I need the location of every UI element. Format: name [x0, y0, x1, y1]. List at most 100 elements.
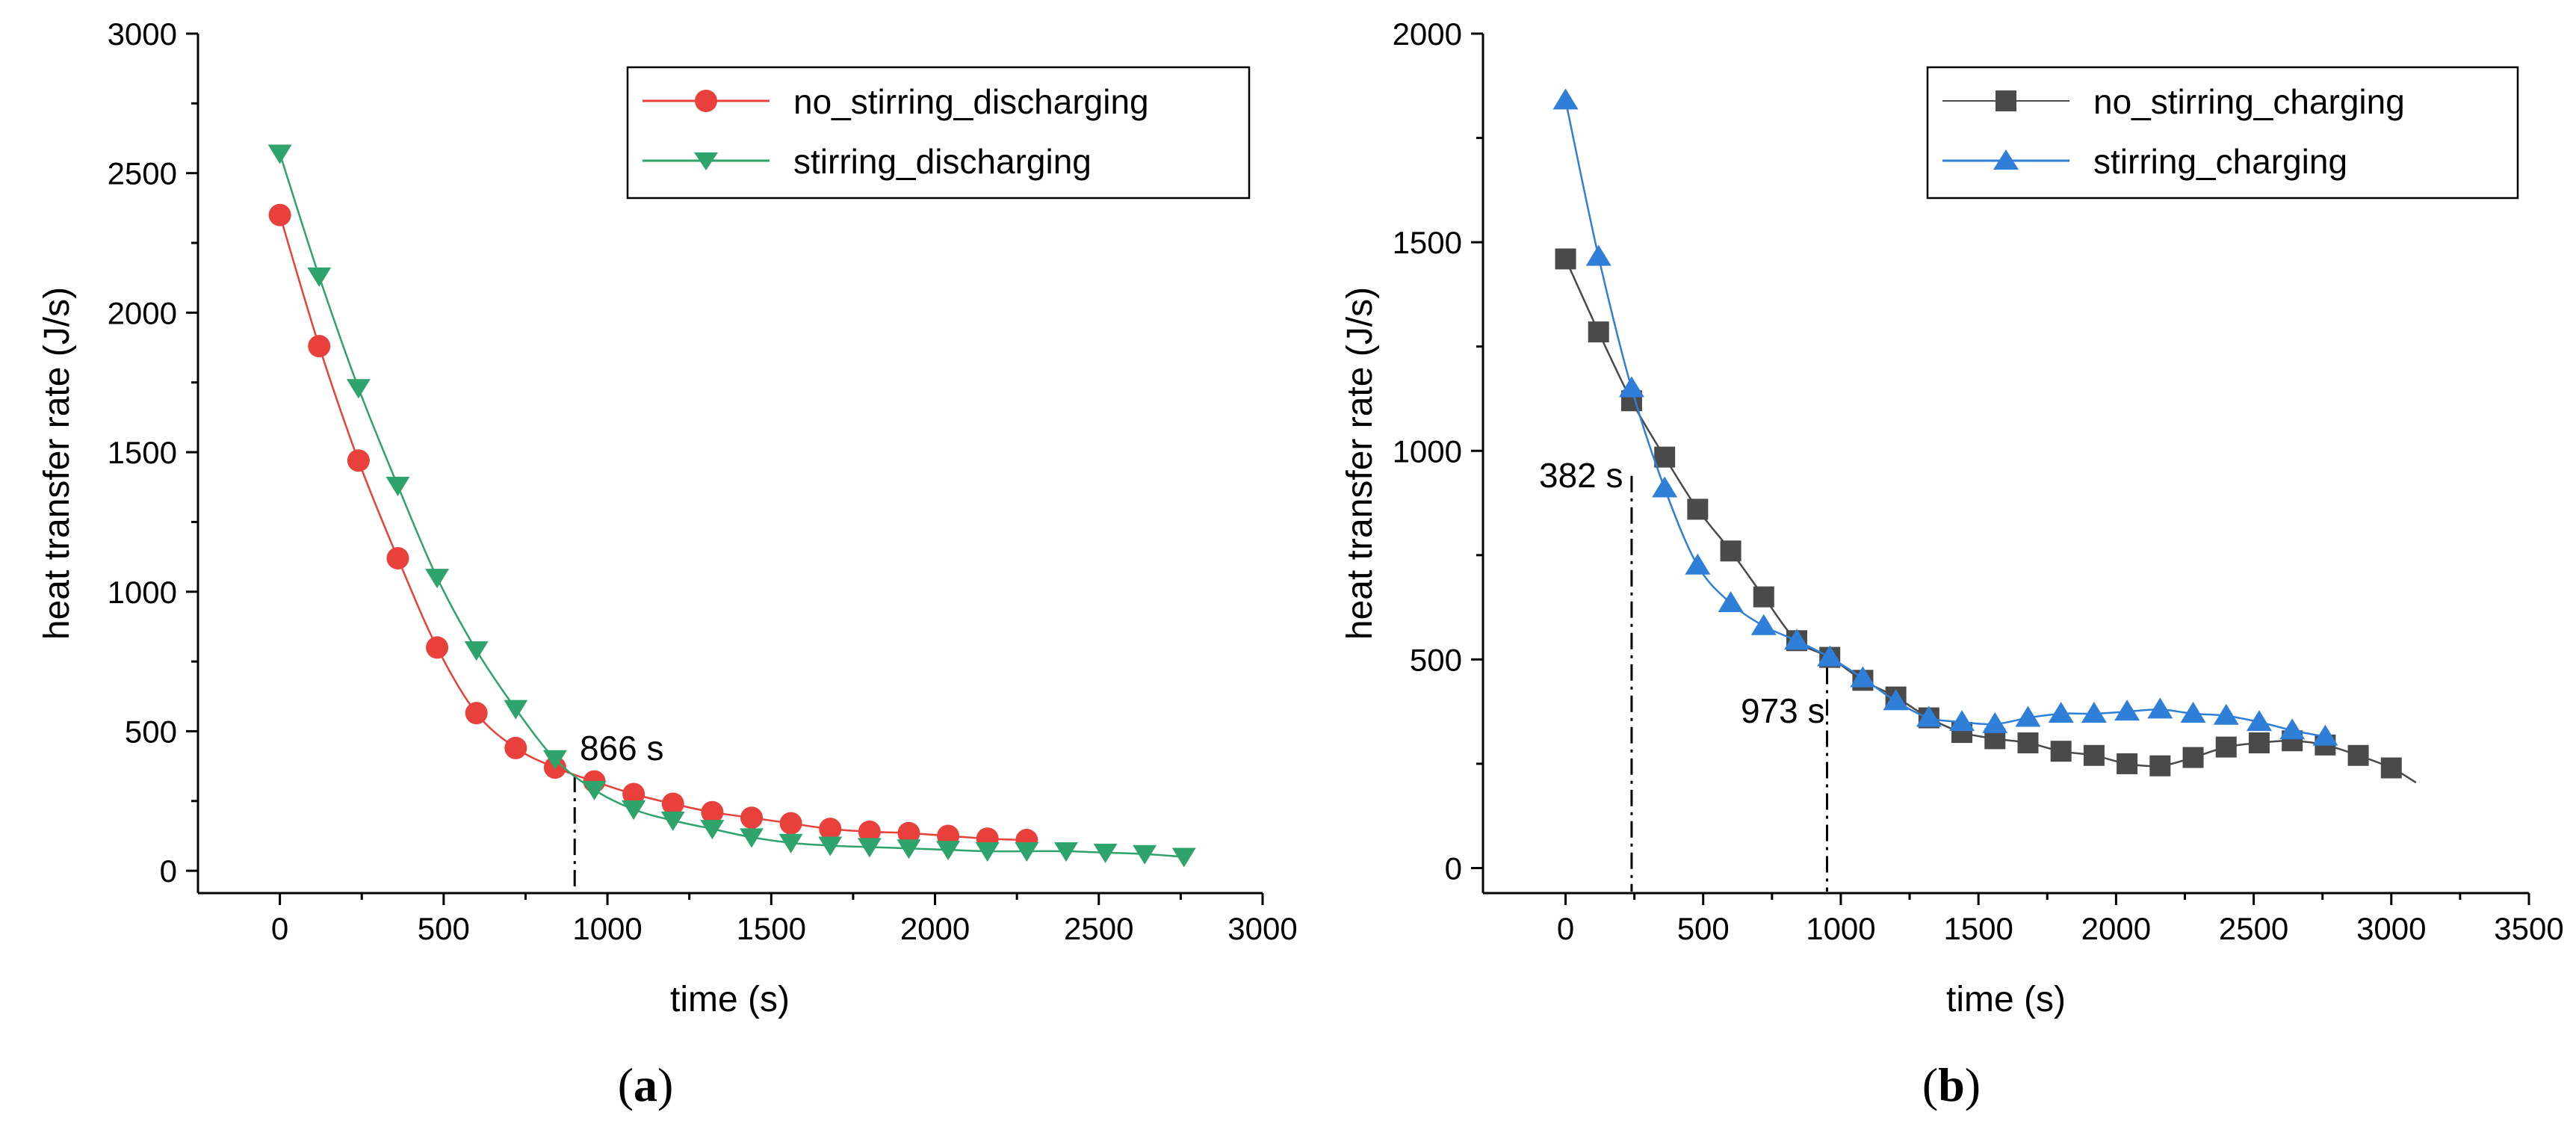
data-point-stirring-discharging-2160: [975, 842, 1000, 862]
legend-marker-stirring-discharging: [694, 152, 718, 170]
y-tick-label-1000: 1000: [108, 575, 177, 610]
data-point-stirring-charging-1800: [2048, 701, 2074, 723]
plot-area-b: [1552, 88, 2417, 892]
data-point-stirring-discharging-1080: [622, 800, 646, 820]
legend-marker-stirring-charging: [1993, 149, 2019, 170]
data-point-stirring-charging-0: [1552, 88, 1579, 110]
data-point-stirring-discharging-1440: [740, 828, 764, 848]
legend-label-no-stirring-charging: no_stirring_charging: [2093, 82, 2405, 121]
data-point-stirring-discharging-1200: [660, 811, 685, 831]
data-point-stirring-discharging-1320: [700, 820, 725, 840]
y-ticks-a: 0 500 1000 1500 2000 2500 3000: [108, 16, 198, 889]
x-tick-label-2000: 2000: [900, 911, 970, 946]
data-point-stirring-discharging-720: [504, 700, 528, 720]
annotation-382s: 382 s: [1539, 456, 1623, 495]
y-tick-label-500: 500: [125, 714, 177, 749]
legend-marker-no-stirring-charging: [1996, 90, 2016, 111]
x-tick-label-2000: 2000: [2081, 911, 2151, 946]
data-point-stirring-charging-2400: [2213, 703, 2239, 725]
data-point-stirring-charging-1320: [1916, 706, 1942, 727]
x-tick-label-500: 500: [418, 911, 470, 946]
series-line-stirring-discharging: [279, 153, 1184, 858]
axes-a: [196, 34, 1263, 895]
data-point-no-stirring-charging-2400: [2215, 736, 2237, 758]
data-point-stirring-charging-2520: [2246, 710, 2272, 732]
y-ticks-b: 0 500 1000 1500 2000: [1393, 16, 1483, 886]
data-point-stirring-discharging-1800: [857, 838, 882, 858]
legend-item-stirring-discharging: stirring_discharging: [643, 142, 1092, 181]
chart-panel-b: 0 500 1000 1500 2000 2500 3000 3500 0 500 1000 150…: [1340, 16, 2564, 1111]
panel-label-a: (a): [618, 1058, 674, 1111]
x-tick-label-0: 0: [1557, 911, 1574, 946]
data-point-stirring-discharging-1920: [897, 839, 921, 859]
data-point-stirring-discharging-1680: [818, 836, 843, 856]
legend-item-stirring-charging: stirring_charging: [1942, 142, 2347, 181]
data-point-no-stirring-charging-2280: [2182, 747, 2204, 768]
data-point-stirring-discharging-600: [464, 641, 489, 661]
y-tick-label-2000: 2000: [108, 295, 177, 330]
x-tick-label-1000: 1000: [572, 911, 642, 946]
plot-area-a: [267, 144, 1196, 892]
x-tick-label-500: 500: [1677, 911, 1730, 946]
data-point-stirring-discharging-2760: [1171, 848, 1196, 868]
legend-item-no-stirring-charging: no_stirring_charging: [1942, 82, 2405, 121]
data-point-no-stirring-discharging-1440: [740, 806, 763, 830]
data-point-no-stirring-charging-720: [1753, 586, 1774, 608]
x-tick-label-3000: 3000: [1227, 911, 1297, 946]
data-point-stirring-charging-120: [1585, 244, 1611, 266]
data-point-stirring-discharging-120: [307, 267, 332, 287]
y-axis-title-a: heat transfer rate (J/s): [37, 287, 77, 640]
data-point-no-stirring-charging-2040: [2117, 753, 2138, 774]
legend-marker-no-stirring-discharging: [695, 90, 717, 112]
data-point-stirring-charging-1680: [2015, 706, 2041, 727]
y-tick-label-2500: 2500: [108, 156, 177, 191]
x-tick-label-3500: 3500: [2494, 911, 2563, 946]
y-tick-label-500: 500: [1410, 642, 1462, 677]
x-tick-label-2500: 2500: [2219, 911, 2288, 946]
series-line-no-stirring-charging: [1564, 258, 2417, 784]
x-axis-title-a: time (s): [670, 980, 790, 1019]
y-tick-label-3000: 3000: [108, 16, 177, 52]
y-tick-label-1000: 1000: [1393, 433, 1462, 469]
legend-a: no_stirring_discharging stirring_dischar…: [626, 66, 1251, 200]
data-point-no-stirring-discharging-1080: [622, 782, 645, 806]
data-point-no-stirring-discharging-360: [386, 546, 409, 569]
data-point-no-stirring-discharging-600: [465, 702, 488, 725]
annotation-973s: 973 s: [1741, 691, 1825, 730]
series-markers-stirring-discharging: [267, 144, 1196, 868]
data-point-no-stirring-charging-2160: [2149, 755, 2171, 777]
data-point-no-stirring-charging-1680: [2017, 732, 2039, 754]
data-point-stirring-discharging-1560: [778, 833, 803, 853]
data-point-no-stirring-charging-2880: [2347, 744, 2369, 766]
data-point-no-stirring-charging-2520: [2248, 732, 2270, 754]
x-tick-label-1000: 1000: [1806, 911, 1875, 946]
data-point-stirring-discharging-2520: [1093, 843, 1118, 863]
y-tick-label-2000: 2000: [1393, 16, 1462, 52]
legend-b: no_stirring_charging stirring_charging: [1926, 66, 2519, 200]
data-point-stirring-charging-1560: [1982, 711, 2008, 733]
data-point-no-stirring-charging-600: [1720, 540, 1741, 562]
legend-label-stirring-discharging: stirring_discharging: [793, 142, 1092, 181]
x-ticks-a: 0 500 1000 1500 2000 2500 3000: [271, 893, 1298, 946]
x-tick-label-0: 0: [271, 911, 288, 946]
series-markers-stirring-charging: [1552, 88, 2338, 746]
x-tick-label-3000: 3000: [2356, 911, 2426, 946]
legend-box-b: [1926, 66, 2519, 200]
data-point-stirring-discharging-240: [346, 379, 371, 399]
data-point-no-stirring-discharging-1680: [819, 818, 842, 841]
x-tick-label-2500: 2500: [1064, 911, 1133, 946]
legend-label-stirring-charging: stirring_charging: [2093, 142, 2347, 181]
y-tick-label-1500: 1500: [1393, 225, 1462, 260]
data-point-stirring-discharging-2640: [1133, 845, 1157, 865]
data-point-stirring-discharging-2040: [936, 841, 961, 861]
y-tick-label-1500: 1500: [108, 435, 177, 470]
data-point-stirring-discharging-480: [425, 569, 450, 589]
data-point-stirring-discharging-360: [386, 476, 410, 496]
data-point-stirring-discharging-2280: [1015, 842, 1039, 862]
legend-box-a: [626, 66, 1251, 200]
x-tick-label-1500: 1500: [737, 911, 806, 946]
data-point-stirring-charging-1080: [1850, 666, 1876, 688]
axes-b: [1481, 34, 2529, 895]
data-point-stirring-charging-720: [1750, 614, 1777, 635]
